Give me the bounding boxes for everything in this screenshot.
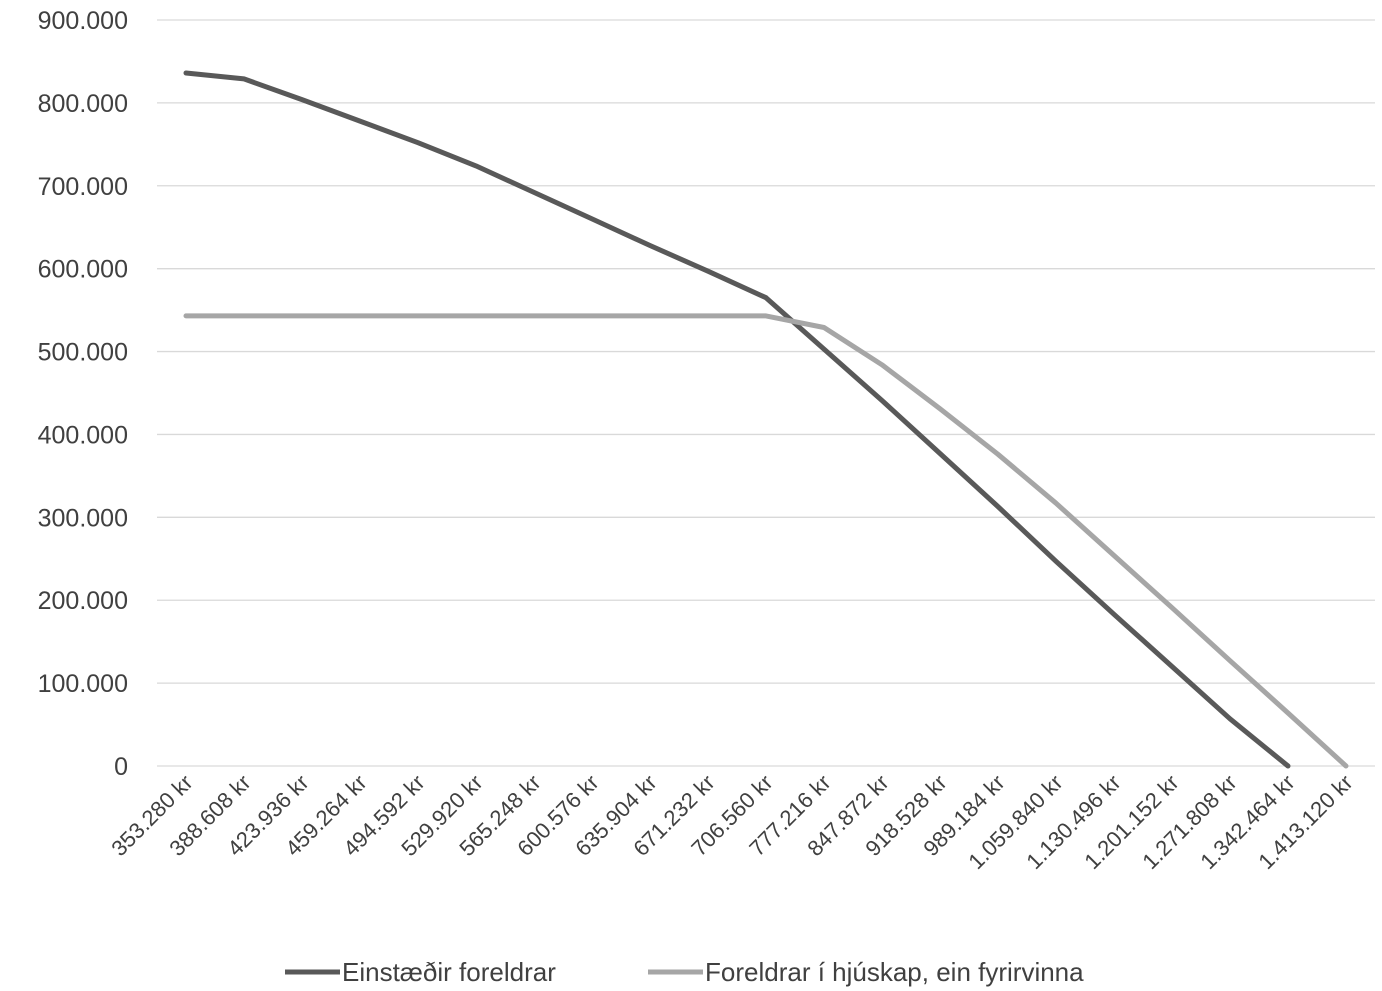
y-axis-tick-labels: 0 100.000 200.000 300.000 400.000 500.000 600.… xyxy=(38,7,128,781)
legend: Einstæðir foreldrar Foreldrar í hjúskap, … xyxy=(285,957,1084,987)
y-tick-label: 0 xyxy=(114,753,128,781)
legend-label-2: Foreldrar í hjúskap, ein fyrirvinna xyxy=(705,957,1084,987)
series-line-1 xyxy=(183,70,1291,769)
y-tick-label: 400.000 xyxy=(38,421,128,449)
y-tick-label: 900.000 xyxy=(38,7,128,35)
y-tick-label: 500.000 xyxy=(38,339,128,367)
grid-lines xyxy=(157,19,1375,767)
legend-label-1: Einstæðir foreldrar xyxy=(342,957,556,987)
y-tick-label: 600.000 xyxy=(38,256,128,284)
y-tick-label: 300.000 xyxy=(38,504,128,532)
y-tick-label: 800.000 xyxy=(38,90,128,118)
series-line-2 xyxy=(183,313,1349,769)
y-tick-label: 100.000 xyxy=(38,670,128,698)
y-tick-label: 200.000 xyxy=(38,587,128,615)
series-lines xyxy=(183,70,1349,769)
y-tick-label: 700.000 xyxy=(38,173,128,201)
